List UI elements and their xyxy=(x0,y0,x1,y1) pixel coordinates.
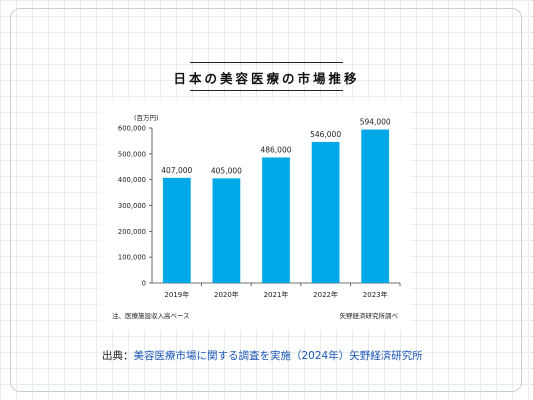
y-tick-label: 500,000 xyxy=(118,150,146,158)
source-link[interactable]: 美容医療市場に関する調査を実施（2024年）矢野経済研究所 xyxy=(133,350,423,362)
y-tick-label: 200,000 xyxy=(118,228,146,236)
x-tick-label: 2019年 xyxy=(164,290,189,299)
content-frame xyxy=(10,8,522,392)
y-tick-label: 600,000 xyxy=(118,125,146,133)
footnote-survey: 矢野経済研究所調べ xyxy=(339,312,399,320)
title-top-rule xyxy=(190,62,343,63)
source-prefix: 出典： xyxy=(102,350,134,362)
source-citation[interactable]: 出典：美容医療市場に関する調査を実施（2024年）矢野経済研究所 xyxy=(102,348,432,365)
y-tick-label: 100,000 xyxy=(118,254,146,262)
x-tick-label: 2023年 xyxy=(363,290,388,299)
title-bottom-rule xyxy=(190,90,343,91)
x-tick-label: 2021年 xyxy=(264,290,289,299)
data-label: 407,000 xyxy=(161,166,192,175)
x-tick-label: 2022年 xyxy=(313,290,338,299)
bar xyxy=(162,177,191,283)
y-tick-label: 300,000 xyxy=(118,202,146,210)
bar-chart: (百万円) 0 100,000 200,000 300,000 400,000 500,00… xyxy=(118,114,401,299)
data-label: 486,000 xyxy=(260,145,291,154)
x-tick-label: 2020年 xyxy=(214,290,239,299)
bar xyxy=(311,141,340,283)
bar xyxy=(262,157,290,283)
chart-title: 日本の美容医療の市場推移 xyxy=(173,71,360,86)
bar xyxy=(212,178,241,283)
footnote-note: 注、医療施設収入高ベース xyxy=(112,312,190,320)
y-tick-label: 0 xyxy=(142,280,146,288)
data-label: 594,000 xyxy=(360,118,391,127)
y-tick-label: 400,000 xyxy=(118,176,146,184)
chart-panel: (百万円) 0 100,000 200,000 300,000 400,000 500,00… xyxy=(100,100,410,330)
data-label: 546,000 xyxy=(310,130,341,139)
y-unit-label: (百万円) xyxy=(134,114,159,122)
data-label: 405,000 xyxy=(211,166,242,175)
bar xyxy=(361,129,390,283)
